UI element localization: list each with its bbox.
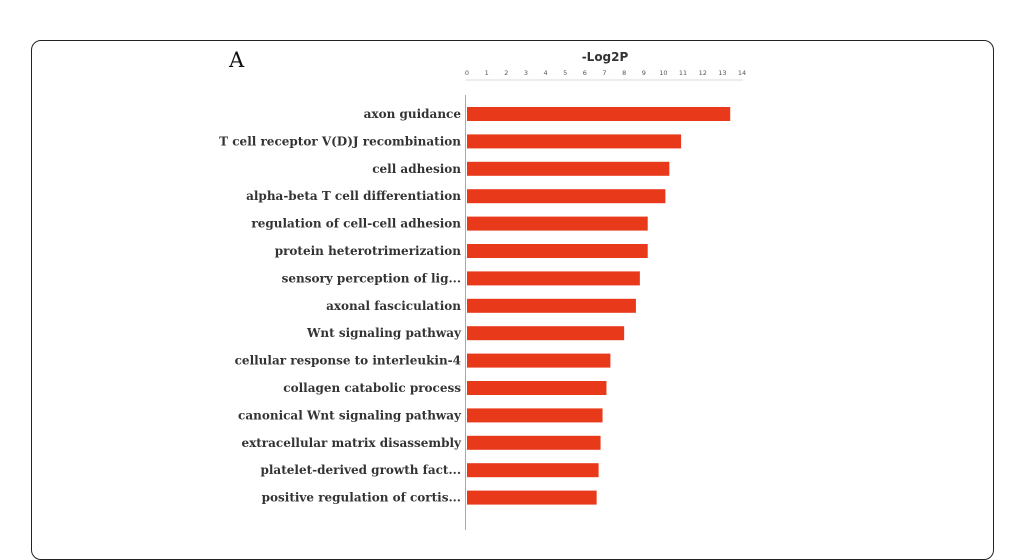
x-tick-label: 8	[622, 69, 626, 77]
x-tick-label: 5	[563, 69, 567, 77]
bar	[467, 435, 601, 450]
x-tick-label: 12	[699, 69, 707, 77]
x-tick-label: 6	[583, 69, 587, 77]
bar	[467, 134, 682, 149]
x-tick-label: 4	[544, 69, 548, 77]
category-label: T cell receptor V(D)J recombination	[219, 134, 461, 148]
bar	[467, 353, 611, 368]
bar	[467, 216, 648, 231]
category-label: regulation of cell-cell adhesion	[251, 217, 461, 231]
bar	[467, 189, 666, 204]
x-tick-label: 0	[465, 69, 469, 77]
x-tick-label: 9	[642, 69, 646, 77]
category-label: canonical Wnt signaling pathway	[238, 408, 462, 422]
category-label: positive regulation of cortis...	[262, 491, 461, 505]
x-tick-label: 14	[738, 69, 746, 77]
category-label: collagen catabolic process	[283, 381, 461, 395]
category-label: cell adhesion	[372, 162, 461, 176]
x-tick-label: 3	[524, 69, 528, 77]
bar-chart: 0 1 2 3 4 5 6 7 8 9 10 11 12 13 14 -Log2P axon guidanc…	[219, 50, 746, 530]
x-axis-ticks: 0 1 2 3 4 5 6 7 8 9 10 11 12 13 14	[465, 69, 746, 77]
bar	[467, 326, 625, 341]
x-tick-label: 2	[504, 69, 508, 77]
category-label: axon guidance	[364, 107, 462, 121]
x-tick-label: 13	[718, 69, 726, 77]
category-label: protein heterotrimerization	[275, 244, 462, 258]
bar	[467, 408, 603, 423]
bar	[467, 490, 597, 505]
x-tick-label: 10	[659, 69, 667, 77]
category-labels: axon guidance T cell receptor V(D)J recom…	[219, 107, 462, 505]
category-label: sensory perception of lig...	[282, 271, 461, 285]
bars	[467, 107, 731, 505]
category-label: axonal fasciculation	[326, 299, 461, 313]
x-tick-label: 11	[679, 69, 687, 77]
panel-label: A	[229, 48, 245, 72]
bar	[467, 381, 607, 395]
x-tick-label: 7	[602, 69, 606, 77]
bar	[467, 298, 636, 313]
bar	[467, 244, 648, 258]
bar	[467, 271, 640, 286]
category-label: extracellular matrix disassembly	[241, 436, 462, 450]
bar	[467, 107, 731, 121]
category-label: Wnt signaling pathway	[306, 326, 462, 340]
category-label: cellular response to interleukin-4	[235, 354, 461, 368]
bar	[467, 463, 599, 478]
bar	[467, 161, 670, 176]
chart-title: -Log2P	[582, 50, 629, 64]
category-label: alpha-beta T cell differentiation	[246, 189, 461, 203]
category-label: platelet-derived growth fact...	[260, 463, 461, 477]
x-tick-label: 1	[485, 69, 489, 77]
